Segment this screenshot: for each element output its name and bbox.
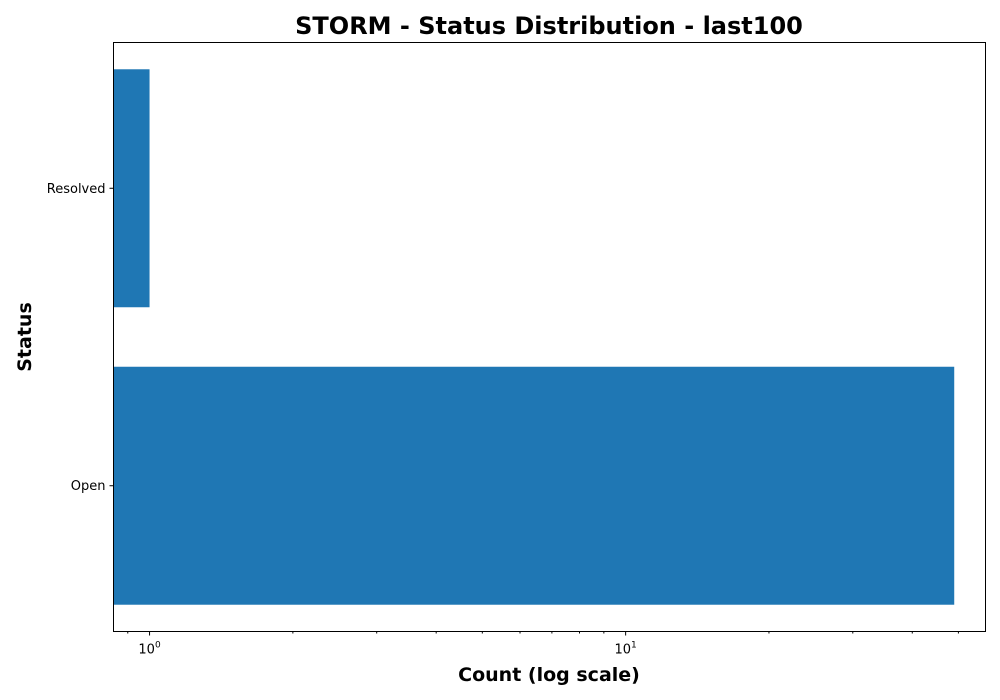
y-axis-label: Status	[14, 302, 36, 372]
y-tick-label: Resolved	[47, 182, 106, 197]
plot-frame	[113, 42, 986, 632]
x-tick-label: 100	[138, 641, 161, 658]
x-tick-label: 101	[614, 641, 636, 658]
bars-group	[113, 69, 955, 605]
y-tick-label: Open	[71, 479, 106, 494]
x-axis-ticks: 100 101	[127, 631, 959, 658]
chart-title: STORM - Status Distribution - last100	[295, 12, 803, 40]
bar-resolved	[113, 69, 150, 308]
x-axis-label: Count (log scale)	[458, 664, 640, 686]
y-axis-ticks: Open Resolved	[47, 182, 114, 494]
bar-open	[113, 366, 955, 605]
